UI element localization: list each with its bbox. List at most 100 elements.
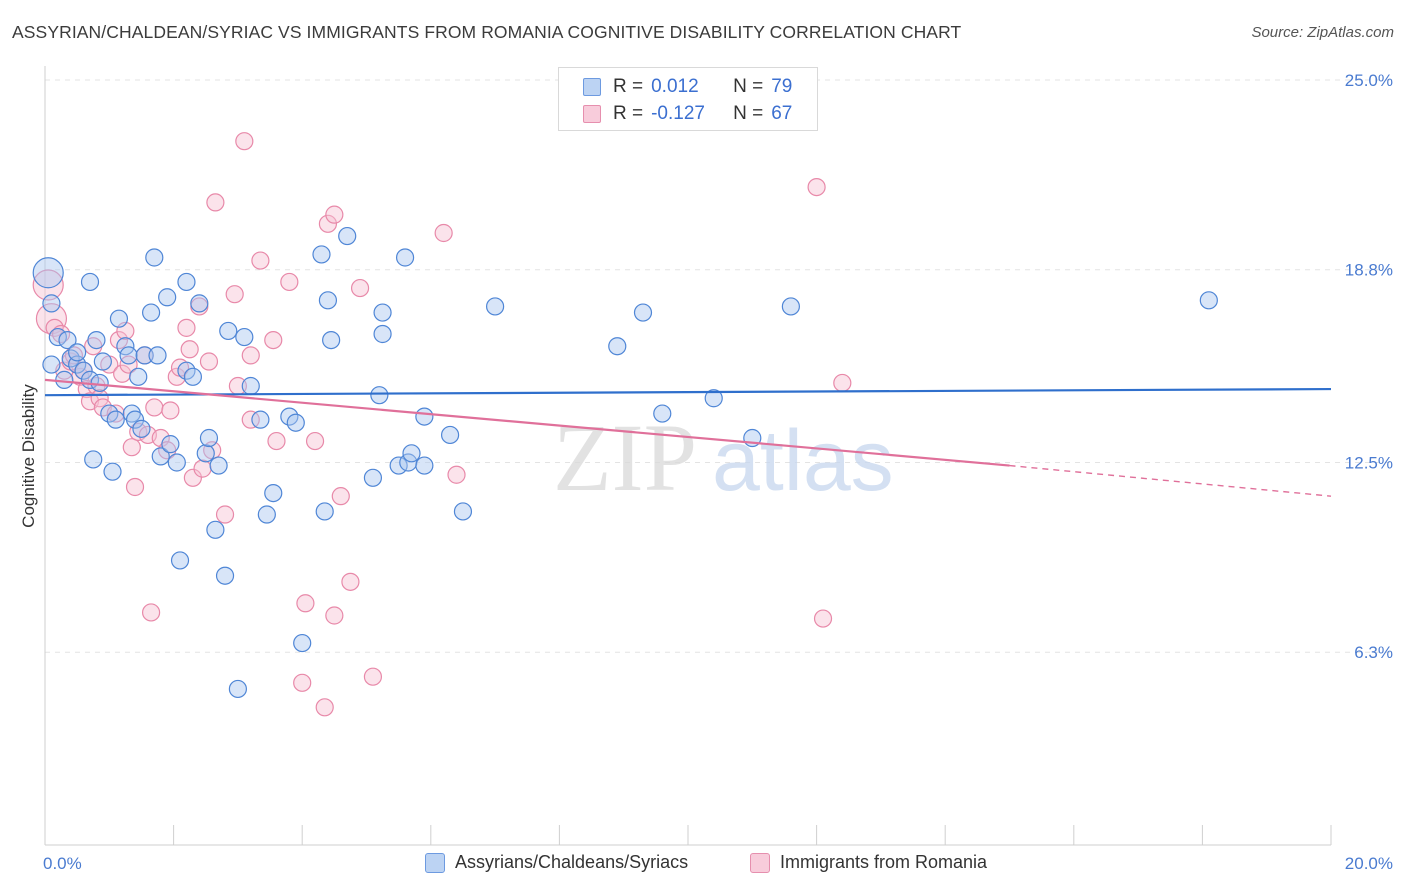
watermark-atlas: atlas [712,413,894,509]
data-point-assyrian [440,425,460,445]
data-point-assyrian [32,257,64,289]
legend-n-value: 67 [771,103,793,124]
data-point-assyrian [228,679,247,699]
data-point-romania [363,667,383,686]
data-point-assyrian [293,633,312,653]
legend-row-assyrian: R = 0.012 N = 79 [583,74,792,100]
legend-item-romania: Immigrants from Romania [750,852,987,873]
data-point-assyrian [55,370,74,389]
data-point-romania [199,352,219,371]
tick-labels: 6.3% 12.5% 18.8% 25.0% 0.0% 20.0% [43,71,1393,873]
data-point-romania [251,251,270,270]
series-assyrian-points [32,226,1218,699]
data-point-romania [193,459,212,478]
data-point-romania [177,318,196,337]
data-point-romania [296,594,315,613]
data-point-assyrian [215,566,235,585]
data-point-romania [447,465,466,484]
data-point-assyrian [206,520,225,539]
data-point-romania [267,431,286,451]
data-point-assyrian [158,288,177,307]
correlation-legend: R = 0.012 N = 79 R = -0.127 N = 67 [558,67,818,131]
legend-n-label: N = [733,76,764,97]
data-point-romania [183,468,202,487]
legend-swatch-pink [583,105,601,123]
x-tick-label: 0.0% [43,854,82,873]
data-point-assyrian [68,343,87,362]
data-point-assyrian [415,456,434,475]
data-point-assyrian [257,505,276,524]
data-point-assyrian [90,373,109,393]
source-label: Source: ZipAtlas.com [1251,24,1394,41]
data-point-assyrian [402,444,421,463]
data-point-romania [280,272,299,292]
trend-line-romania-extension [1009,464,1332,497]
trend-line-assyrian [44,387,1332,397]
data-point-assyrian [170,551,190,570]
data-point-assyrian [87,331,106,350]
data-point-romania [813,609,833,628]
data-point-assyrian [80,272,100,292]
data-point-romania [341,572,360,591]
data-point-assyrian [241,376,260,396]
data-point-romania [264,331,283,350]
data-point-assyrian [633,303,653,322]
data-point-assyrian [338,226,357,246]
data-point-romania [807,178,826,197]
data-point-assyrian [151,447,170,466]
data-point-romania [141,603,161,622]
data-point-assyrian [42,355,61,374]
data-point-assyrian [415,407,434,426]
data-point-romania [293,673,312,692]
data-point-romania [325,205,344,224]
legend-swatch-blue [425,852,445,873]
data-point-romania [241,346,260,365]
data-point-assyrian [74,361,93,380]
data-point-assyrian [373,324,392,344]
data-point-assyrian [167,453,186,472]
data-point-assyrian [141,303,161,322]
data-point-assyrian [608,337,627,356]
data-point-assyrian [704,389,723,408]
data-point-romania [125,477,145,497]
data-point-romania [235,132,254,151]
legend-n-value: 79 [771,76,793,97]
legend-r-label: R = [613,76,644,97]
data-point-romania [161,401,180,420]
data-point-assyrian [103,462,122,481]
legend-swatch-blue [583,78,601,96]
data-point-assyrian [106,410,125,429]
data-point-assyrian [453,502,473,521]
data-point-romania [350,278,370,298]
data-point-assyrian [93,352,112,371]
data-point-assyrian [322,331,341,350]
y-tick-label: 25.0% [1345,71,1393,90]
data-point-assyrian [177,272,196,292]
data-point-assyrian [486,297,505,316]
data-point-assyrian [84,450,103,469]
data-point-assyrian [318,291,338,310]
y-axis-label: Cognitive Disability [19,384,38,528]
grid-lines [45,79,1391,653]
axes [44,66,1332,846]
data-point-assyrian [370,386,389,405]
data-point-assyrian [781,297,800,316]
data-point-assyrian [145,248,164,267]
data-point-romania [215,505,235,524]
data-point-assyrian [395,248,415,267]
legend-r-value: 0.012 [651,76,699,97]
data-point-assyrian [286,413,305,432]
data-point-assyrian [199,428,219,448]
legend-r-value: -0.127 [651,103,705,124]
data-point-assyrian [219,321,238,341]
data-point-romania [106,404,125,423]
data-point-assyrian [109,309,129,328]
data-point-romania [315,698,334,717]
legend-item-assyrian: Assyrians/Chaldeans/Syriacs [425,852,688,873]
data-point-assyrian [363,468,383,487]
data-point-romania [833,373,852,393]
data-point-assyrian [42,294,61,313]
data-point-assyrian [135,346,154,365]
data-point-romania [206,193,225,212]
